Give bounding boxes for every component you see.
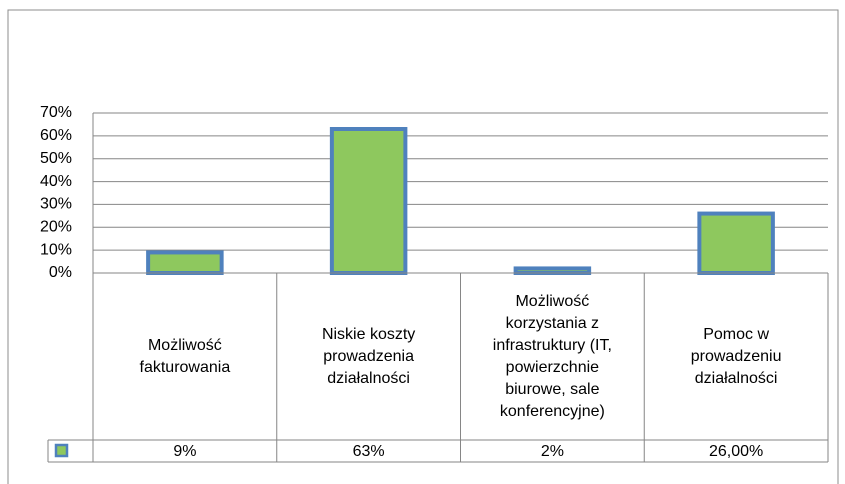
value-label: 26,00% xyxy=(709,443,763,460)
value-label: 2% xyxy=(541,443,564,460)
value-label: 63% xyxy=(353,443,385,460)
x-tick-label: Pomoc w prowadzeniu działalności xyxy=(690,325,782,387)
x-tick-label: Możliwość korzystania z infrastruktury (… xyxy=(492,292,612,420)
y-tick-label: 70% xyxy=(40,104,72,121)
legend-key xyxy=(54,443,69,458)
y-tick-label: 40% xyxy=(40,173,72,190)
y-tick-label: 10% xyxy=(40,241,72,258)
bar xyxy=(697,211,775,275)
y-tick-label: 60% xyxy=(40,127,72,144)
y-tick-label: 30% xyxy=(40,196,72,213)
bar xyxy=(329,127,408,275)
value-label: 9% xyxy=(173,443,196,460)
chart-frame xyxy=(7,9,839,484)
bar xyxy=(146,250,224,276)
y-tick-label: 50% xyxy=(40,150,72,167)
y-tick-label: 0% xyxy=(49,264,72,281)
y-tick-label: 20% xyxy=(40,219,72,236)
x-tick-label: Niskie koszty prowadzenia działalności xyxy=(321,325,416,387)
x-tick-label: Możliwość fakturowania xyxy=(139,336,231,376)
